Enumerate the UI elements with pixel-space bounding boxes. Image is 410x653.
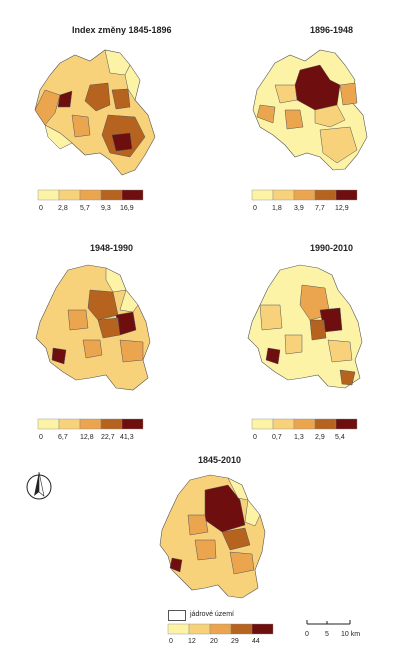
legend-label: 44 <box>252 638 260 645</box>
map-title-1845-2010: 1845-2010 <box>198 455 242 465</box>
legend-swatch <box>58 189 81 201</box>
legend-swatch <box>167 623 190 635</box>
legend-swatch <box>293 189 316 201</box>
legend-label: 22,7 <box>101 434 115 441</box>
legend-swatch <box>314 189 337 201</box>
legend-label: 1,3 <box>294 434 304 441</box>
legend-label: 1,8 <box>272 205 282 212</box>
legend-swatch <box>79 189 102 201</box>
map-title-1845-1896: Index změny 1845-1896 <box>72 25 172 35</box>
legend-label: 0 <box>253 434 257 441</box>
legend-swatch <box>272 189 295 201</box>
legend-label: 0 <box>39 205 43 212</box>
north-arrow-icon <box>26 471 52 500</box>
choropleth-map-1845-1896 <box>34 49 156 176</box>
legend-label: 7,7 <box>315 205 325 212</box>
legend-label: 12,8 <box>80 434 94 441</box>
scale-tick-label: 10 km <box>341 631 361 638</box>
legend-swatch <box>293 418 316 430</box>
legend-swatch <box>335 189 358 201</box>
legend-swatch <box>314 418 337 430</box>
legend-label: 5,4 <box>335 434 345 441</box>
legend-swatch <box>209 623 232 635</box>
map-title-1990-2010: 1990-2010 <box>310 243 354 253</box>
legend-swatch <box>230 623 253 635</box>
core-area-label: jádrové území <box>190 611 234 618</box>
scale-tick-label: 5 <box>325 631 329 638</box>
legend-label: 6,7 <box>58 434 68 441</box>
legend-label: 2,9 <box>315 434 325 441</box>
legend-label: 12 <box>188 638 196 645</box>
legend-swatch <box>251 418 274 430</box>
core-area-swatch <box>168 610 186 621</box>
legend-swatch <box>100 189 123 201</box>
choropleth-map-1896-1948 <box>252 49 368 171</box>
legend-label: 0 <box>39 434 43 441</box>
legend-swatch <box>335 418 358 430</box>
legend-label: 41,3 <box>120 434 134 441</box>
legend-label: 20 <box>210 638 218 645</box>
legend-label: 16,9 <box>120 205 134 212</box>
legend-swatch <box>272 418 295 430</box>
legend-label: 5,7 <box>80 205 90 212</box>
scale-tick-label: 0 <box>305 631 309 638</box>
legend-swatch <box>100 418 123 430</box>
legend-swatch <box>37 189 60 201</box>
legend-label: 29 <box>231 638 239 645</box>
legend-label: 0 <box>253 205 257 212</box>
legend-label: 3,9 <box>294 205 304 212</box>
legend-swatch <box>58 418 81 430</box>
choropleth-map-1990-2010 <box>247 264 363 389</box>
map-title-1896-1948: 1896-1948 <box>310 25 354 35</box>
legend-swatch <box>121 189 144 201</box>
choropleth-map-1948-1990 <box>35 264 151 391</box>
map-title-1948-1990: 1948-1990 <box>90 243 134 253</box>
legend-swatch <box>251 189 274 201</box>
scale-bar <box>306 620 351 625</box>
legend-swatch <box>79 418 102 430</box>
legend-swatch <box>188 623 211 635</box>
choropleth-map-1845-2010 <box>159 474 266 599</box>
legend-swatch <box>251 623 274 635</box>
legend-label: 2,8 <box>58 205 68 212</box>
legend-label: 0,7 <box>272 434 282 441</box>
legend-label: 0 <box>169 638 173 645</box>
legend-label: 12,9 <box>335 205 349 212</box>
legend-swatch <box>37 418 60 430</box>
legend-swatch <box>121 418 144 430</box>
legend-label: 9,3 <box>101 205 111 212</box>
